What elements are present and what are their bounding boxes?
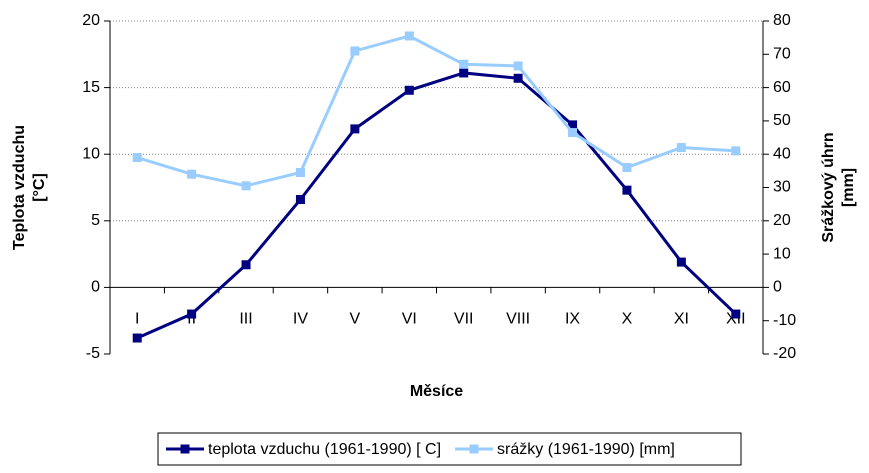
point-marker [622, 185, 632, 195]
point-marker [404, 85, 414, 95]
point-marker [731, 309, 741, 319]
point-marker [350, 124, 360, 134]
point-marker [676, 143, 686, 153]
y2-tick-label: 80 [773, 12, 791, 29]
legend-marker [469, 444, 479, 454]
y2-tick-label: 10 [773, 245, 791, 262]
y2-tick-label: 30 [773, 179, 791, 196]
x-tick-label: III [239, 311, 252, 328]
y-tick-label: 20 [82, 12, 100, 29]
series-line [136, 34, 736, 188]
x-tick-label: X [622, 311, 633, 328]
legend-marker [180, 444, 190, 454]
point-marker [187, 309, 197, 319]
point-marker [132, 333, 142, 343]
legend-box [157, 432, 742, 466]
point-marker [241, 260, 251, 270]
point-marker [622, 163, 632, 173]
x-tick-label: VII [454, 311, 474, 328]
point-marker [350, 46, 360, 56]
y2-tick-label: -10 [773, 312, 796, 329]
x-tick-label: VI [402, 311, 417, 328]
x-tick-label: IV [293, 311, 308, 328]
y2-tick-label: 50 [773, 112, 791, 129]
point-marker [676, 257, 686, 267]
y-tick-label: -5 [86, 345, 100, 362]
x-tick-label: II [187, 311, 196, 328]
y2-tick-label: -20 [773, 345, 796, 362]
y-tick-label: 0 [91, 279, 100, 296]
y2-tick-label: 70 [773, 46, 791, 63]
point-marker [295, 168, 305, 178]
series-line [136, 71, 737, 340]
x-axis-title: Měsíce [410, 383, 463, 400]
point-marker [568, 120, 578, 130]
point-marker [241, 181, 251, 191]
point-marker [459, 68, 469, 78]
x-tick-label: XI [674, 311, 689, 328]
point-marker [513, 73, 523, 83]
y2-tick-label: 60 [773, 79, 791, 96]
point-marker [731, 146, 741, 156]
point-marker [568, 128, 578, 138]
x-tick-label: VIII [506, 311, 530, 328]
y-axis-title: Teplota vzduchu [11, 125, 28, 250]
point-marker [513, 61, 523, 71]
y2-tick-label: 0 [773, 279, 782, 296]
y2-axis-title: Srážkový úhrn [820, 132, 837, 242]
x-tick-label: V [350, 311, 361, 328]
legend-label: srážky (1961-1990) [mm] [497, 441, 675, 458]
y-tick-label: 5 [91, 212, 100, 229]
y-axis-title: [°C] [31, 173, 48, 202]
x-tick-label: IX [565, 311, 580, 328]
y2-axis-title: [mm] [840, 168, 857, 207]
point-marker [404, 31, 414, 41]
y-tick-label: 15 [82, 79, 100, 96]
y2-tick-label: 20 [773, 212, 791, 229]
point-marker [187, 169, 197, 179]
y-tick-label: 10 [82, 145, 100, 162]
x-tick-label: XII [726, 311, 746, 328]
point-marker [295, 194, 305, 204]
legend-label: teplota vzduchu (1961-1990) [ C] [208, 441, 441, 458]
point-marker [459, 59, 469, 69]
point-marker [132, 153, 142, 163]
x-tick-label: I [135, 311, 139, 328]
y2-tick-label: 40 [773, 145, 791, 162]
